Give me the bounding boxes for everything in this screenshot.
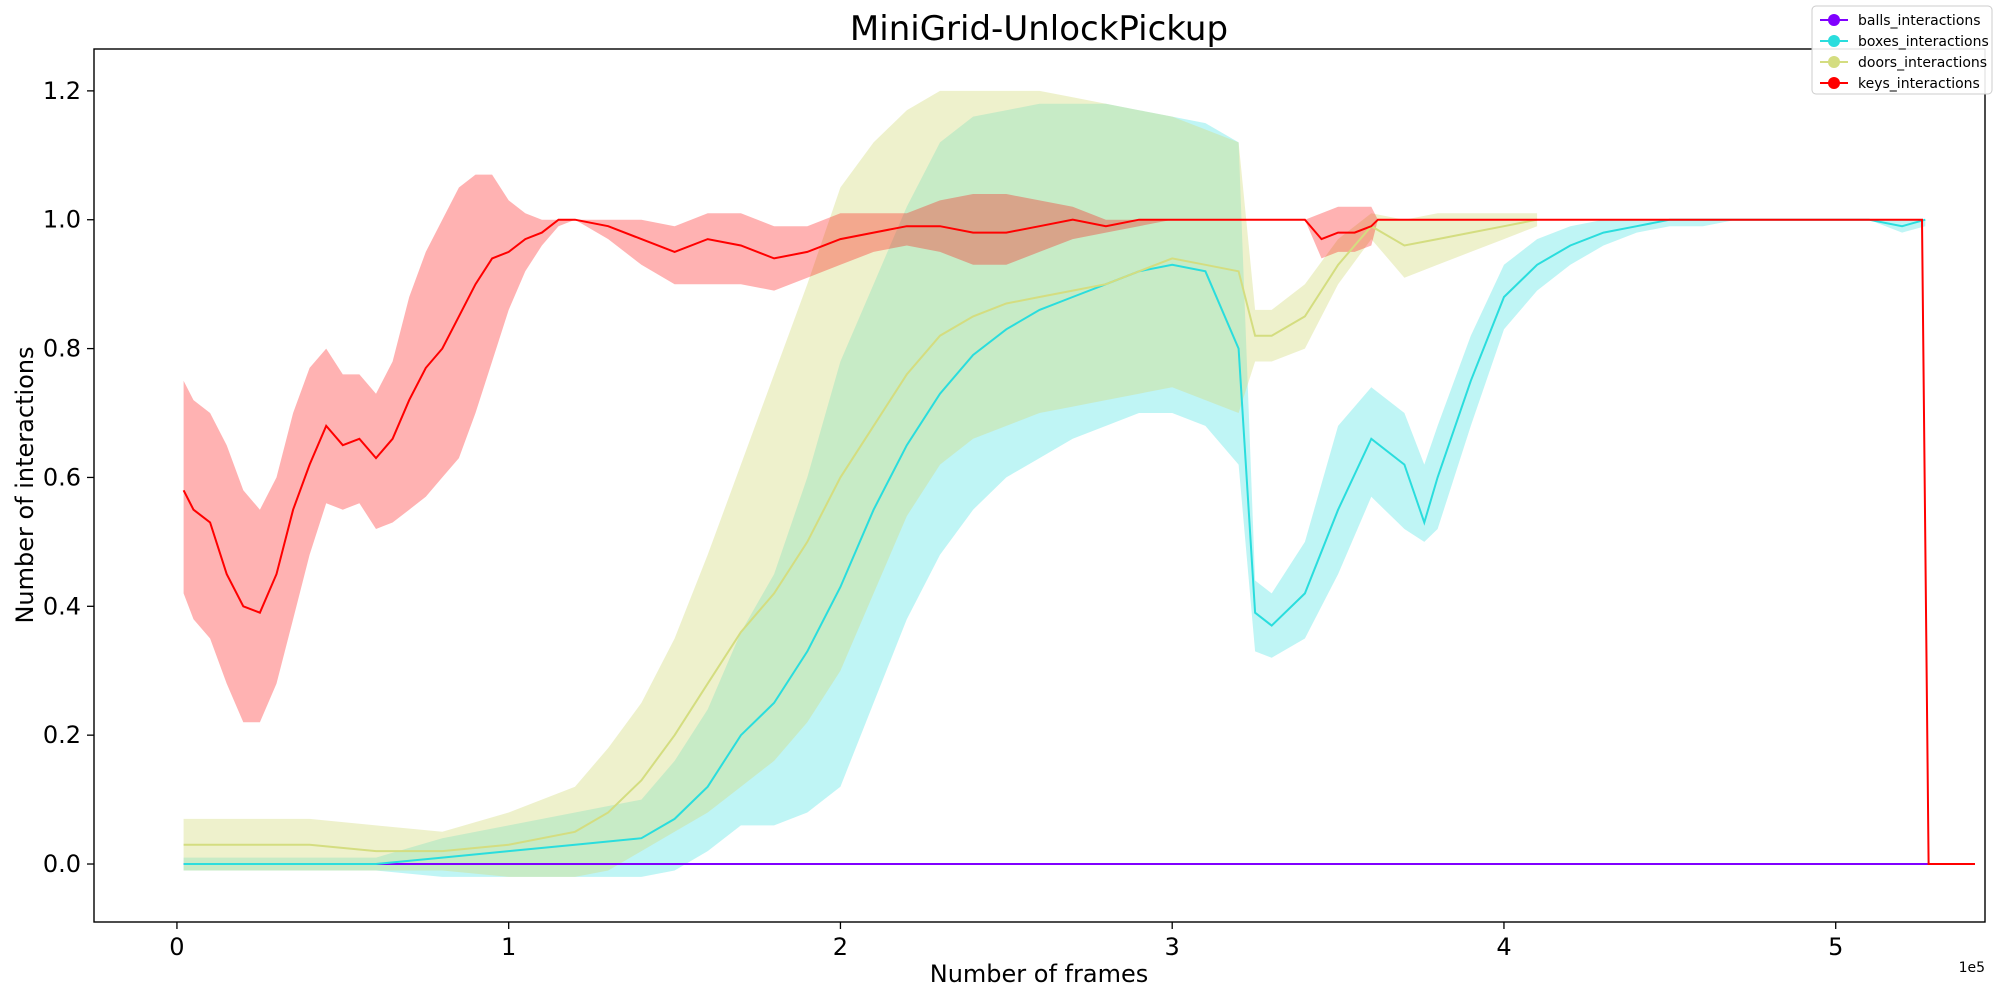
balls-interactions-legend-label: balls_interactions (1858, 13, 1981, 29)
y-axis: 0.0 0.2 0.4 0.6 0.8 1.0 1.2 (43, 77, 94, 878)
y-tick-label: 0.4 (43, 592, 81, 620)
boxes-interactions-legend-marker (1828, 35, 1840, 47)
x-axis-multiplier: 1e5 (1959, 960, 1985, 976)
y-tick-label: 1.2 (43, 77, 81, 105)
keys-interactions-line (182, 218, 1975, 865)
x-tick-label: 5 (1828, 933, 1843, 961)
x-tick-label: 4 (1496, 933, 1511, 961)
doors-interactions-legend-label: doors_interactions (1858, 55, 1987, 71)
y-tick-label: 0.6 (43, 463, 81, 491)
plot-frame (93, 48, 1986, 923)
boxes-interactions-legend-label: boxes_interactions (1858, 34, 1989, 50)
keys-interactions-legend-marker (1828, 77, 1840, 89)
balls-interactions-legend-marker (1828, 14, 1840, 26)
chart-title: MiniGrid-UnlockPickup (850, 9, 1228, 49)
y-tick-label: 0.2 (43, 721, 81, 749)
x-tick-label: 2 (833, 933, 848, 961)
confidence-bands (183, 90, 1976, 877)
y-tick-label: 0.8 (43, 335, 81, 363)
doors-interactions-legend-marker (1828, 56, 1840, 68)
legend-items: balls_interactions boxes_interactionsdoor… (1820, 13, 1989, 92)
y-tick-label: 1.0 (43, 206, 81, 234)
y-axis-label: Number of interactions (11, 346, 39, 623)
x-axis: 0 1 2 3 4 5 (169, 922, 1843, 961)
doors-interactions-line (183, 218, 1538, 853)
x-tick-label: 3 (1165, 933, 1180, 961)
y-tick-label: 0.0 (43, 850, 81, 878)
legend: balls_interactions boxes_interactionsdoor… (1811, 5, 1993, 95)
series-lines (182, 218, 1975, 865)
x-tick-label: 1 (501, 933, 516, 961)
legend-frame (1811, 5, 1993, 95)
doors-interactions-band (183, 90, 1538, 877)
keys-interactions-legend-label: keys_interactions (1858, 76, 1980, 92)
x-axis-label: Number of frames (930, 960, 1148, 988)
x-tick-label: 0 (169, 933, 184, 961)
boxes-interactions-band (183, 103, 1926, 877)
